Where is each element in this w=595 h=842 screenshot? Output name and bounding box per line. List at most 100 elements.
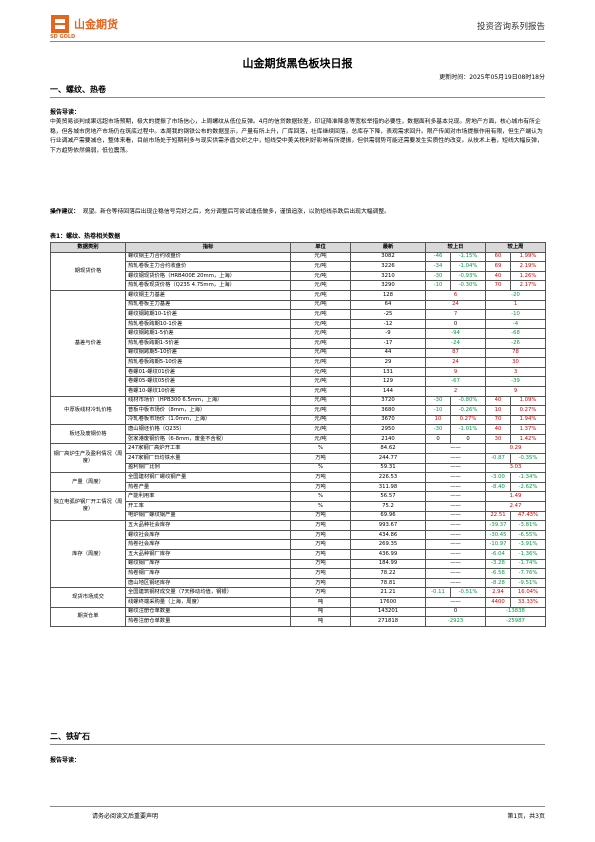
value-cell: -13838 [485, 606, 546, 618]
value-cell: 元/吨 [290, 366, 351, 378]
value-cell: 22.51 [485, 510, 511, 522]
value-cell: 40 [485, 395, 511, 407]
header-cell: 数据类别 [50, 242, 126, 253]
value-cell: 9 [485, 385, 546, 397]
table-row: 螺纹钢跨期1-5价差 元/吨 -9 -94 -68 [51, 328, 546, 339]
value-cell: 24 [425, 299, 486, 311]
table-row: 热轧卷板现货价格（Q235 4.75mm，上海） 元/吨 3290 -10 -0.30%… [51, 280, 546, 291]
indicator-cell: 螺纹钢主力合约收盘价 [125, 251, 291, 263]
value-cell: -30 [425, 395, 451, 407]
title: 山金期货黑色板块日报 [242, 57, 353, 70]
value-cell: 128 [350, 289, 426, 301]
value-cell: -3.00 [485, 472, 511, 483]
indicator-cell: 螺纹钢跨期10-1价差 [125, 309, 291, 320]
value-cell: -26 [485, 337, 546, 349]
value-cell: 万吨 [290, 577, 351, 589]
indicator-cell: 线材市场价（HPB300 6.5mm，上海） [125, 395, 291, 407]
value-cell: -2.62% [510, 481, 546, 493]
value-cell: 84.62 [350, 443, 426, 455]
value-cell: 2140 [350, 433, 426, 445]
indicator-cell: 螺纹注册仓单数量 [125, 606, 291, 618]
value-cell: 0 [450, 433, 486, 445]
value-cell: -30 [425, 270, 451, 282]
value-cell: 311.98 [350, 481, 426, 493]
indicator-cell: 螺纹钢厂库存 [125, 558, 291, 570]
value-cell: -9.51% [510, 577, 546, 589]
value-cell: 69.96 [350, 510, 426, 522]
data-table: 数据类别 指标 单位 最新 较上日 较上周 期现货价格 螺纹钢主力合约收盘价 元/吨 3082 -4… [50, 242, 546, 627]
indicator-cell: 卷螺05-螺纹05价差 [125, 376, 291, 387]
value-cell: -10.97 [485, 539, 511, 550]
value-cell: -6.04 [485, 549, 511, 560]
rule [50, 744, 545, 745]
value-cell: -2923 [425, 616, 486, 627]
value-cell: -3.28 [485, 558, 511, 570]
value-cell: -1.15% [450, 251, 486, 263]
value-cell: —— [425, 558, 486, 570]
indicator-cell: 张家港废钢价格（6-8mm，废金不含税） [125, 433, 291, 445]
value-cell: 元/吨 [290, 405, 351, 416]
value-cell: 3290 [350, 280, 426, 291]
table-row: 电炉钢厂螺纹钢产量 万吨 69.96 —— 22.51 47.43% [51, 510, 546, 522]
table-row: 开工率% 75.2 —— 2.47 [51, 501, 546, 512]
indicator-cell: 螺纹钢现货价格（HRB400E 20mm，上海） [125, 270, 291, 282]
value-cell: -24 [425, 337, 486, 349]
table-row: 热轧卷板主力合约收盘价 元/吨 3226 -34 -1.04% 69 2.19% [51, 261, 546, 272]
indicator-cell: 全国建材钢厂螺纹钢产量 [125, 472, 291, 483]
rule [50, 806, 545, 807]
value-cell: 万吨 [290, 472, 351, 483]
table-row: 热卷产量 万吨 311.98 —— -8.40 -2.62% [51, 481, 546, 493]
value-cell: 87 [425, 347, 486, 359]
value-cell: 75.2 [350, 501, 426, 512]
value-cell: 7 [425, 309, 486, 320]
value-cell: 元/吨 [290, 357, 351, 368]
indicator-cell: 螺纹钢跨期5-10价差 [125, 347, 291, 359]
value-cell: 元/吨 [290, 289, 351, 301]
category-cell: 现货市场成交 [50, 587, 126, 608]
value-cell: -0.26% [450, 405, 486, 416]
value-cell: % [290, 443, 351, 455]
indicator-cell: 普板中板市场价（8mm，上海） [125, 405, 291, 416]
value-cell: 2.17% [510, 280, 546, 291]
indicator-cell: 螺纹钢跨期1-5价差 [125, 328, 291, 339]
indicator-cell: 开工率 [125, 501, 291, 512]
value-cell: 3210 [350, 270, 426, 282]
value-cell: 47.43% [510, 510, 546, 522]
value-cell: 436.99 [350, 549, 426, 560]
value-cell: -0.51% [450, 587, 486, 598]
value-cell: 0 [425, 606, 486, 618]
value-cell: 1.37% [510, 424, 546, 435]
value-cell: 3680 [350, 405, 426, 416]
value-cell: —— [425, 462, 486, 474]
table-row: 基差与价差 螺纹钢主力基差 元/吨 128 6 -20 [50, 289, 546, 397]
value-cell: 44 [350, 347, 426, 359]
value-cell: 0 [425, 433, 451, 445]
value-cell: 1.26% [510, 270, 546, 282]
indicator-cell: 热轧卷板主力合约收盘价 [125, 261, 291, 272]
value-cell: -10 [425, 280, 451, 291]
value-cell: -17 [350, 337, 426, 349]
value-cell: 万吨 [290, 539, 351, 550]
indicator-cell: 产能利用率 [125, 491, 291, 503]
value-cell: 万吨 [290, 453, 351, 464]
table-row: 普板中板市场价（8mm，上海） 元/吨 3680 -10 -0.26% 10 0.27% [51, 405, 546, 416]
table-row: 五大品种钢厂库存 万吨 436.99 —— -6.04 -1.36% [51, 549, 546, 560]
table-row: 热卷注册仓单数量吨 271818 -2923 -25987 [51, 616, 546, 627]
value-cell: 元/吨 [290, 376, 351, 387]
indicator-cell: 唐山钢坯价格（Q235） [125, 424, 291, 435]
rule [50, 97, 545, 98]
intro-text: 中美贸易谈判成果远超市场预期，极大的提振了市场信心，上周螺纹从低位反弹。4月的信… [50, 119, 543, 154]
table-row: 热轧卷板跨期1-5价差 元/吨 -17 -24 -26 [51, 337, 546, 349]
intro-label: 报告导读： [50, 757, 81, 764]
value-cell: 元/吨 [290, 424, 351, 435]
value-cell: 21.21 [350, 587, 426, 598]
value-cell: 40 [485, 270, 511, 282]
value-cell: 29 [350, 357, 426, 368]
value-cell: 万吨 [290, 558, 351, 570]
value-cell: -1.04% [450, 261, 486, 272]
value-cell: -39 [485, 376, 546, 387]
indicator-cell: 全国建筑钢材成交量（7天移动均值，钢银） [125, 587, 291, 598]
value-cell: 70 [485, 280, 511, 291]
table-row: 螺纹钢厂库存 万吨 184.99 —— -3.28 -1.74% [51, 558, 546, 570]
